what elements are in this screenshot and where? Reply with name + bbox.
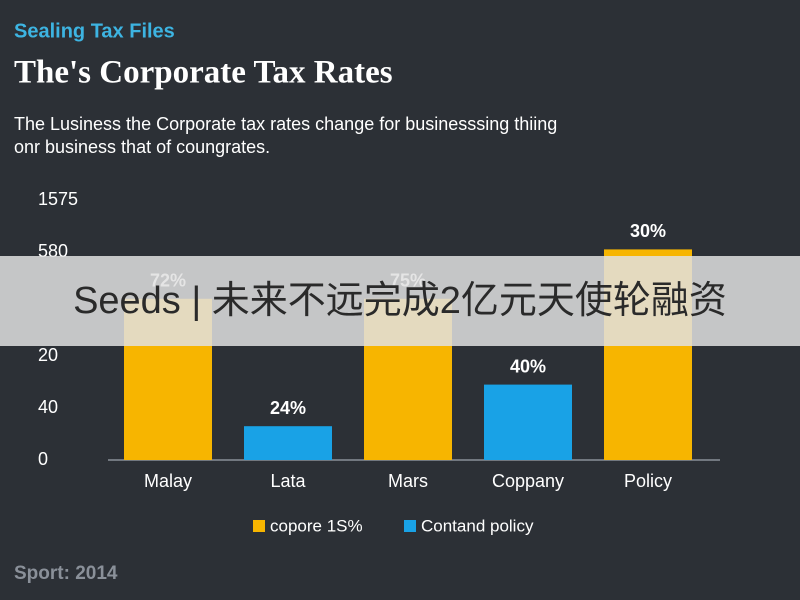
source: Sport: 2014: [14, 563, 118, 584]
y-tick-label: 40: [38, 397, 58, 417]
y-tick-label: 580: [38, 241, 68, 261]
overlay-band: [0, 256, 800, 346]
subtitle: onr business that of coungrates.: [14, 137, 270, 157]
x-tick-label: Mars: [388, 471, 428, 491]
legend-swatch: [253, 520, 265, 532]
data-label: 40%: [510, 356, 546, 376]
legend-swatch: [404, 520, 416, 532]
bar: [244, 426, 332, 460]
x-tick-label: Malay: [144, 471, 192, 491]
y-tick-label: 20: [38, 345, 58, 365]
bar: [484, 384, 572, 460]
legend-label: copore 1S%: [270, 516, 363, 535]
x-tick-label: Coppany: [492, 471, 564, 491]
overlay-text: Seeds | 未来不远完成2亿元天使轮融资: [73, 280, 727, 322]
y-tick-label: 0: [38, 449, 48, 469]
chart-title: The's Corporate Tax Rates: [14, 55, 393, 91]
header: Sealing Tax Files: [14, 20, 175, 42]
x-tick-label: Policy: [624, 471, 672, 491]
data-label: 30%: [630, 221, 666, 241]
x-tick-label: Lata: [270, 471, 306, 491]
legend-label: Contand policy: [421, 516, 534, 535]
subtitle: The Lusiness the Corporate tax rates cha…: [14, 114, 557, 134]
y-tick-label: 1575: [38, 189, 78, 209]
data-label: 24%: [270, 398, 306, 418]
